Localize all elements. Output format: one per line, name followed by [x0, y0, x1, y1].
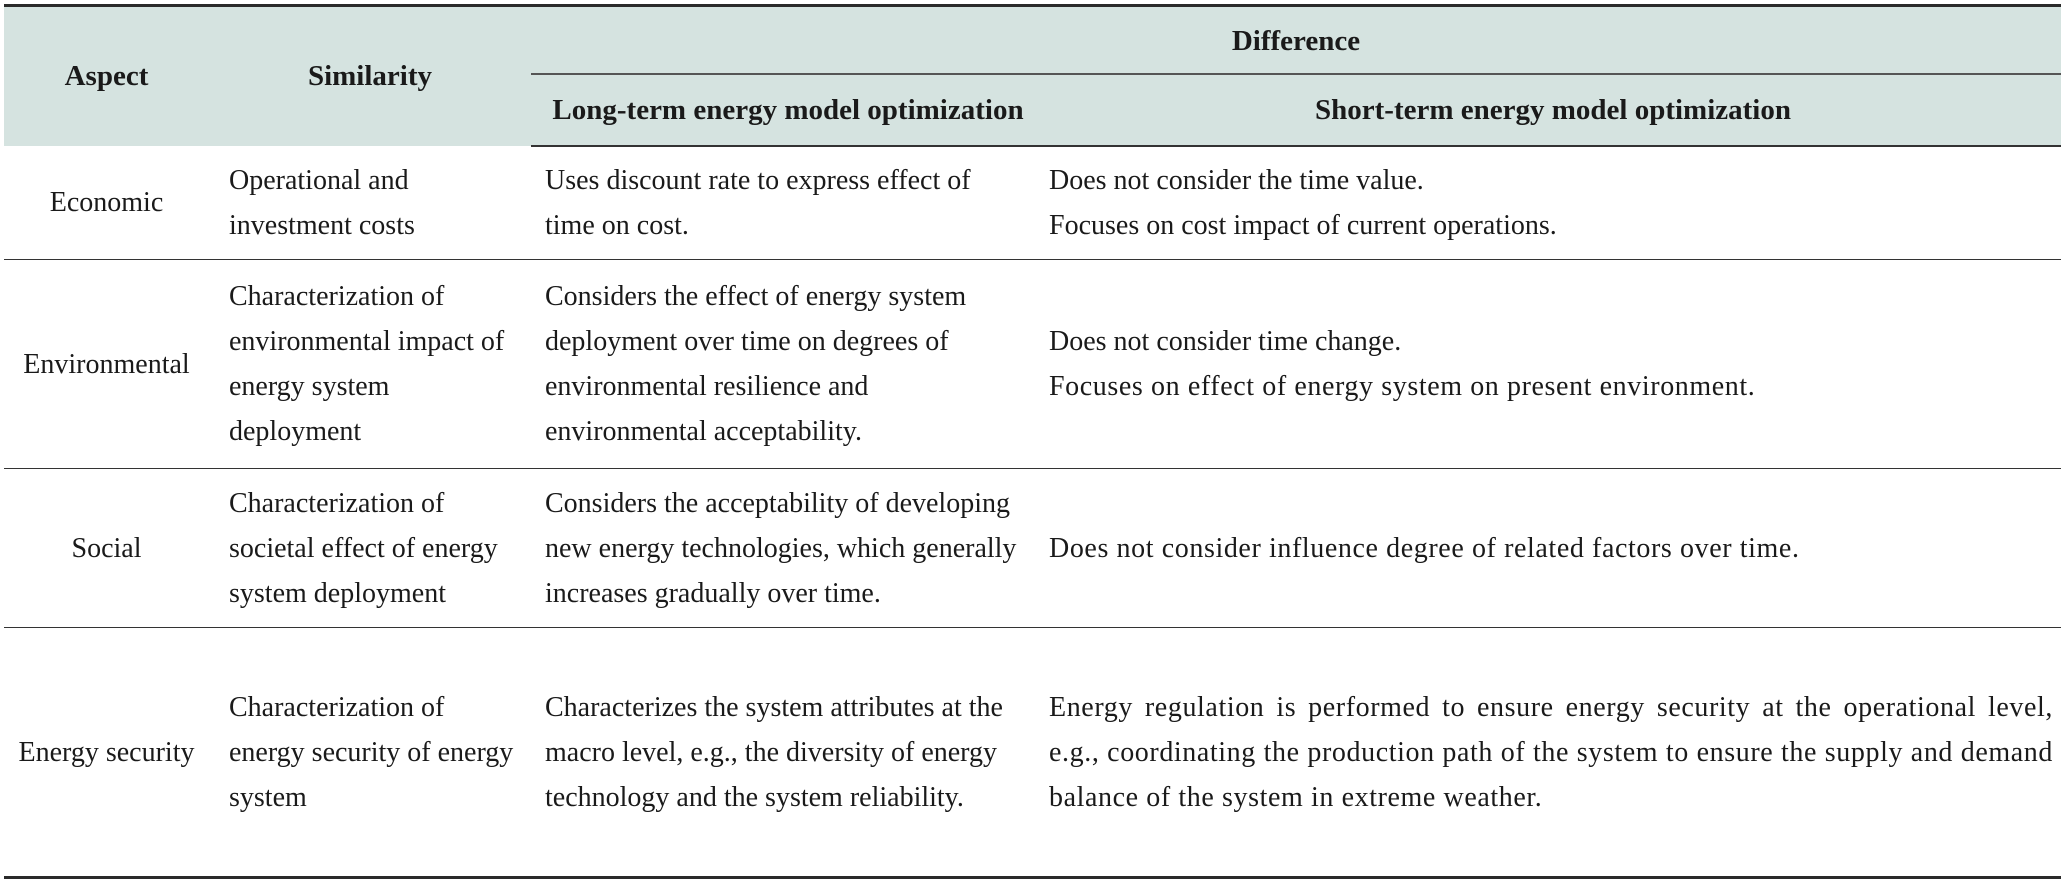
cell-long-term: Considers the acceptability of developin…	[531, 468, 1045, 628]
header-long-term: Long-term energy model optimization	[531, 75, 1045, 147]
cell-short-term: Energy regulation is performed to ensure…	[1045, 627, 2061, 879]
cell-aspect: Environmental	[4, 259, 209, 469]
table-row: Energy security Characterization of ener…	[4, 627, 2061, 879]
header-difference: Difference	[531, 5, 2061, 75]
cell-similarity: Characterization of societal effect of e…	[209, 468, 531, 628]
cell-short-term-line: Does not consider the time value.	[1049, 165, 1424, 196]
comparison-table: Aspect Similarity Difference Long-term e…	[4, 4, 2061, 879]
cell-short-term: Does not consider influence degree of re…	[1045, 468, 2061, 628]
cell-short-term-line: Focuses on effect of energy system on pr…	[1049, 371, 1756, 402]
cell-short-term-line: Does not consider time change.	[1049, 326, 1402, 357]
cell-aspect: Social	[4, 468, 209, 628]
cell-similarity: Characterization of environmental impact…	[209, 259, 531, 469]
cell-short-term-line: Does not consider influence degree of re…	[1049, 532, 1800, 564]
table-row: Environmental Characterization of enviro…	[4, 259, 2061, 469]
cell-short-term: Does not consider time change. Focuses o…	[1045, 259, 2061, 469]
cell-similarity: Operational and investment costs	[209, 146, 531, 260]
cell-aspect: Economic	[4, 146, 209, 260]
cell-long-term: Characterizes the system attributes at t…	[531, 627, 1045, 879]
table-body: Economic Operational and investment cost…	[4, 146, 2061, 879]
header-short-term: Short-term energy model optimization	[1045, 75, 2061, 147]
header-row-top: Aspect Similarity Difference	[4, 5, 2061, 146]
table-row: Social Characterization of societal effe…	[4, 468, 2061, 628]
cell-long-term: Considers the effect of energy system de…	[531, 259, 1045, 469]
header-row-bottom: Long-term energy model optimization Shor…	[4, 75, 2061, 147]
cell-short-term-line: Energy regulation is performed to ensure…	[1049, 691, 2053, 813]
cell-short-term: Does not consider the time value. Focuse…	[1045, 146, 2061, 260]
table-row: Economic Operational and investment cost…	[4, 146, 2061, 260]
header-similarity: Similarity	[209, 5, 531, 146]
header-aspect: Aspect	[4, 5, 209, 146]
cell-long-term: Uses discount rate to express effect of …	[531, 146, 1045, 260]
cell-similarity: Characterization of energy security of e…	[209, 627, 531, 879]
table-header: Aspect Similarity Difference Long-term e…	[4, 5, 2061, 147]
cell-aspect: Energy security	[4, 627, 209, 879]
cell-short-term-line: Focuses on cost impact of current operat…	[1049, 210, 1557, 241]
